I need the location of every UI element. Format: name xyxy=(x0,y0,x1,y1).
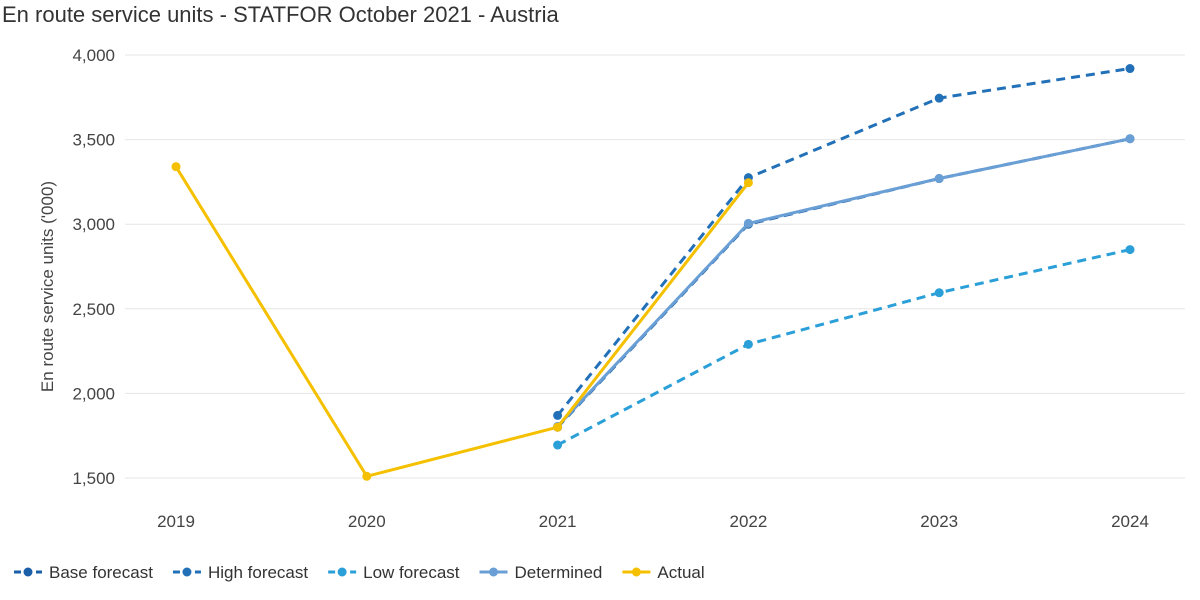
legend-item[interactable]: Actual xyxy=(622,563,705,582)
y-axis-label: En route service units ('000) xyxy=(38,181,57,392)
y-tick-label: 4,000 xyxy=(72,46,115,65)
x-tick-label: 2020 xyxy=(348,512,386,531)
legend-item[interactable]: Determined xyxy=(479,563,603,582)
legend-swatch-marker xyxy=(337,567,347,577)
legend-label: Determined xyxy=(515,563,603,582)
legend: Base forecast High forecast Low forecast De… xyxy=(14,563,705,582)
series-line xyxy=(556,248,1131,447)
legend-item[interactable]: High forecast xyxy=(172,563,308,582)
series-line xyxy=(556,137,1131,428)
legend-swatch-marker xyxy=(631,567,641,577)
grid-layer xyxy=(125,54,1185,479)
legend-label: Base forecast xyxy=(49,563,153,582)
y-tick-label: 1,500 xyxy=(72,469,115,488)
data-point xyxy=(171,162,181,172)
y-tick-label: 2,500 xyxy=(72,300,115,319)
y-tick-label: 3,000 xyxy=(72,215,115,234)
legend-swatch-marker xyxy=(23,567,33,577)
data-point xyxy=(743,218,753,228)
series-low-forecast xyxy=(553,245,1135,450)
data-point xyxy=(553,410,563,420)
series-actual xyxy=(171,162,753,481)
series-line xyxy=(174,165,750,478)
series-line xyxy=(556,137,1131,429)
data-point xyxy=(553,422,563,432)
series-base-forecast xyxy=(553,134,1135,432)
data-point xyxy=(934,288,944,298)
legend-label: Low forecast xyxy=(363,563,460,582)
data-point xyxy=(1125,245,1135,255)
x-tick-label: 2022 xyxy=(729,512,767,531)
data-point xyxy=(1125,134,1135,144)
data-point xyxy=(1125,64,1135,74)
series-high-forecast xyxy=(553,64,1135,420)
legend-label: High forecast xyxy=(208,563,308,582)
legend-label: Actual xyxy=(657,563,704,582)
legend-item[interactable]: Low forecast xyxy=(328,563,460,582)
series-determined xyxy=(553,134,1135,431)
data-point xyxy=(743,339,753,349)
data-point xyxy=(934,93,944,103)
chart-title: En route service units - STATFOR October… xyxy=(2,2,559,27)
y-tick-label: 2,000 xyxy=(72,384,115,403)
y-tick-label: 3,500 xyxy=(72,131,115,150)
legend-swatch-marker xyxy=(182,567,192,577)
x-tick-label: 2024 xyxy=(1111,512,1149,531)
data-point xyxy=(934,174,944,184)
legend-item[interactable]: Base forecast xyxy=(14,563,153,582)
series-line xyxy=(556,67,1131,417)
data-point xyxy=(362,471,372,481)
series-layer xyxy=(171,64,1135,481)
x-tick-label: 2021 xyxy=(539,512,577,531)
legend-swatch-marker xyxy=(489,567,499,577)
x-tick-label: 2019 xyxy=(157,512,195,531)
axis-layer: 1,500 2,000 2,500 3,000 3,500 4,000 2019 2020 20… xyxy=(38,46,1149,531)
x-tick-label: 2023 xyxy=(920,512,958,531)
data-point xyxy=(553,440,563,450)
data-point xyxy=(743,178,753,188)
